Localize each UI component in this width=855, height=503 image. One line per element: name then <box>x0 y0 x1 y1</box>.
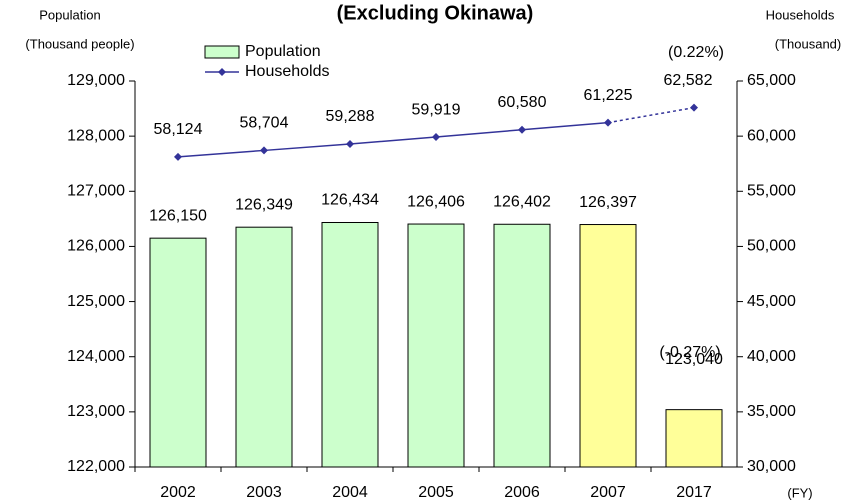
y2-tick-label: 35,000 <box>747 403 796 420</box>
line-value-label: 59,288 <box>326 108 375 125</box>
x-tick-label: 2004 <box>332 484 368 501</box>
y2-tick-label: 55,000 <box>747 183 796 200</box>
legend-label: Households <box>245 63 330 80</box>
line-marker <box>604 118 612 127</box>
x-tick-label: 2005 <box>418 484 454 501</box>
bar-value-label: 126,402 <box>493 193 551 210</box>
y-tick-label: 127,000 <box>67 183 125 200</box>
bar <box>235 226 293 468</box>
y2-axis-label: Households <box>766 7 835 22</box>
legend-label: Population <box>245 43 321 60</box>
x-tick-label: 2002 <box>160 484 196 501</box>
bar-value-label: 126,150 <box>149 207 207 224</box>
x-tick-label: 2006 <box>504 484 540 501</box>
y2-tick-label: 50,000 <box>747 238 796 255</box>
bar <box>407 223 465 468</box>
bar-value-label: 126,397 <box>579 194 637 211</box>
bar-value-label: 123,040 <box>665 351 723 368</box>
line-projection <box>607 106 695 124</box>
line-value-label: 58,704 <box>240 115 289 132</box>
chart-title: (Excluding Okinawa) <box>337 2 534 24</box>
line-value-label: 61,225 <box>584 87 633 104</box>
y2-tick-label: 40,000 <box>747 348 796 365</box>
line-value-label: 58,124 <box>154 121 203 138</box>
y-tick-label: 124,000 <box>67 348 125 365</box>
annotation: (0.22%) <box>668 44 724 61</box>
x-tick-label: 2003 <box>246 484 282 501</box>
bar <box>665 409 723 468</box>
y-tick-label: 122,000 <box>67 458 125 475</box>
y-tick-label: 125,000 <box>67 293 125 310</box>
line <box>177 121 609 158</box>
y2-tick-label: 60,000 <box>747 127 796 144</box>
line-value-label: 62,582 <box>664 72 713 89</box>
y-tick-label: 123,000 <box>67 403 125 420</box>
line-marker <box>432 133 440 142</box>
y-axis-label: (Thousand people) <box>25 36 134 51</box>
y-tick-label: 126,000 <box>67 238 125 255</box>
legend-swatch <box>204 45 240 59</box>
y-axis-label: Population <box>39 7 100 22</box>
x-axis-label: (FY) <box>787 485 812 500</box>
line-marker <box>260 146 268 155</box>
bar-value-label: 126,349 <box>235 196 293 213</box>
line-value-label: 60,580 <box>498 94 547 111</box>
bar <box>579 224 637 468</box>
x-tick-label: 2007 <box>590 484 626 501</box>
line-value-label: 59,919 <box>412 101 461 118</box>
bar <box>149 237 207 468</box>
bar <box>321 221 379 468</box>
line-marker <box>690 103 698 112</box>
y-tick-label: 128,000 <box>67 127 125 144</box>
y2-tick-label: 30,000 <box>747 458 796 475</box>
y2-tick-label: 65,000 <box>747 72 796 89</box>
annotation: (-0.27%) <box>659 344 720 361</box>
x-tick-label: 2017 <box>676 484 712 501</box>
bar <box>493 223 551 468</box>
line-marker <box>174 152 182 161</box>
y2-axis-label: (Thousand) <box>775 36 841 51</box>
y-tick-label: 129,000 <box>67 72 125 89</box>
bar-value-label: 126,406 <box>407 193 465 210</box>
y2-tick-label: 45,000 <box>747 293 796 310</box>
legend-marker <box>218 68 226 76</box>
line-marker <box>518 125 526 134</box>
line-marker <box>346 139 354 148</box>
bar-value-label: 126,434 <box>321 192 379 209</box>
